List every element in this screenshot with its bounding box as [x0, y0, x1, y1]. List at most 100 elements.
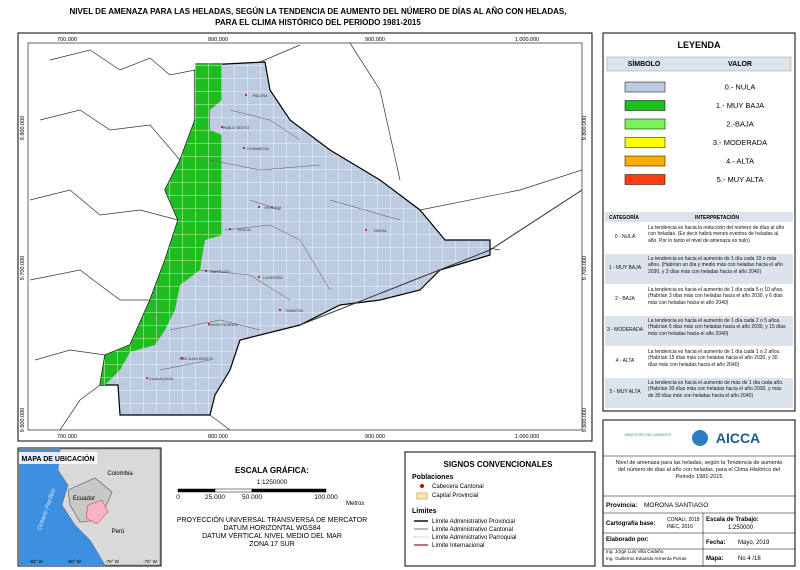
x-coord-label: 800.000 — [208, 434, 228, 440]
interp-category: 4 - ALTA — [615, 358, 635, 364]
interp-row-bg — [605, 254, 793, 284]
lon-label: -82° W — [29, 559, 44, 564]
cabecera-dot — [205, 270, 207, 272]
population-label: Cabecera Cantonal — [432, 484, 484, 490]
field-value: MORONA SANTIAGO — [644, 502, 708, 509]
field-label: Escala de Trabajo: — [706, 517, 759, 523]
legend-swatch — [624, 100, 666, 111]
legend-label: 3.- MODERADA — [713, 138, 767, 147]
limit-label: Límite Administrativo Parroquial — [432, 535, 516, 541]
cabecera-dot — [258, 276, 260, 278]
x-coord-label: 1.000.000 — [515, 37, 539, 43]
cabecera-dot — [229, 228, 231, 230]
limits-heading: Límites — [412, 508, 437, 515]
cabecera-dot — [221, 126, 223, 128]
field-label: Elaborado por: — [606, 537, 649, 543]
location-title: MAPA DE UBICACIÓN — [21, 454, 94, 463]
populations-heading: Poblaciones — [412, 474, 453, 481]
field-value: Ing. Guillermo Eduardo Armenta Porras — [606, 556, 687, 561]
study-area — [85, 499, 109, 525]
symbols-title: SIGNOS CONVENCIONALES — [444, 460, 554, 469]
interp-text: La tendencia es hacia el aumento de 1 dí… — [648, 287, 784, 306]
interp-row-bg — [605, 378, 793, 408]
projection-line: DATUM VERTICAL NIVEL MEDIO DEL MAR — [202, 533, 342, 540]
legend-title: LEYENDA — [677, 40, 721, 50]
interp-row-bg — [605, 223, 793, 253]
scale-segment — [214, 488, 253, 493]
capital-symbol — [416, 492, 428, 500]
canton-boundaries — [159, 109, 401, 371]
place-label: LIMON INDANZA — [208, 323, 238, 327]
cabecera-dot — [365, 229, 367, 231]
x-coord-label: 900.000 — [365, 434, 385, 440]
interp-text: La tendencia es hacia el aumento de 1 dí… — [648, 256, 783, 275]
place-label: SANTIAGO — [210, 270, 230, 274]
field-value: 1:250000 — [728, 525, 754, 531]
limit-label: Límite Administrativo Cantonal — [432, 527, 513, 533]
interp-category: 2 - BAJA — [615, 296, 635, 302]
x-coord-label: 700.000 — [57, 434, 77, 440]
interp-category: 0 - NULA — [614, 234, 636, 240]
field-label: Fecha: — [706, 540, 725, 546]
scale-ratio: 1:1250000 — [257, 479, 288, 486]
legend-header-bg — [606, 56, 792, 72]
interp-row-bg — [605, 347, 793, 377]
map-title: NIVEL DE AMENAZA PARA LAS HELADAS, SEGÚN… — [70, 7, 567, 16]
land — [57, 448, 161, 566]
place-label: SAN JUAN BOSCO — [179, 357, 213, 361]
legend-label: 5.- MUY ALTA — [717, 175, 764, 184]
x-coord-label: 800.000 — [208, 37, 228, 43]
place-label: SUCUA — [237, 228, 251, 232]
cabecera-dot — [181, 357, 183, 359]
legend-swatch — [624, 155, 666, 167]
place-label: TIWINTZA — [285, 309, 303, 313]
location-frame — [17, 447, 162, 567]
interp-text: La tendencia es hacia el aumento de más … — [648, 380, 784, 399]
place-label: HUAMBOYA — [247, 147, 269, 151]
cabecera-dot — [258, 206, 260, 208]
y-coord-label: 9.700.000 — [582, 256, 588, 280]
country-label: Colombia — [107, 471, 133, 477]
legend-header: VALOR — [728, 61, 752, 68]
country-label: Ecuador — [73, 496, 95, 502]
info-frame — [602, 419, 796, 567]
place-label: PALORA — [252, 94, 268, 98]
interp-header: CATEGORÍA — [609, 213, 639, 221]
y-coord-label: 9.800.000 — [582, 116, 588, 140]
legend-label: 0.- NULA — [725, 83, 756, 92]
scale-title: ESCALA GRÁFICA: — [235, 466, 309, 475]
field-value: INEC, 2016 — [667, 524, 693, 530]
y-coord-label: 9.600.000 — [20, 408, 26, 432]
interp-category: 3 - MODERADA — [606, 327, 644, 333]
lon-label: -80° W — [67, 559, 82, 564]
lon-label: -78° W — [105, 559, 120, 564]
aicca-icon — [692, 430, 708, 446]
y-coord-label: 9.700.000 — [20, 256, 26, 280]
interp-text: La tendencia es hacia el aumento de 1 dí… — [648, 318, 786, 337]
x-coord-label: 900.000 — [365, 37, 385, 43]
cabecera-dot — [279, 309, 281, 311]
cabecera-dot — [245, 94, 247, 96]
aicca-logo: AICCA — [716, 430, 760, 446]
ministry-logo: MINISTERIO DEL AMBIENTE — [625, 433, 672, 437]
scale-tick: 100.000 — [314, 494, 338, 501]
cabecera-dot — [146, 377, 148, 379]
map-title: PARA EL CLIMA HISTÓRICO DEL PERIODO 1981… — [215, 18, 421, 27]
field-value: No 4 /18 — [738, 556, 761, 562]
field-value: Ing. Jorge Luis Villa Cedeño — [606, 549, 664, 554]
scale-segment — [251, 488, 327, 493]
interp-text: La tendencia es hacia la reducción del n… — [648, 225, 785, 244]
legend-label: 2.-BAJA — [726, 120, 754, 129]
cabecera-dot — [243, 147, 245, 149]
interp-category: 5 - MUY ALTA — [609, 389, 641, 395]
limit-label: Límite Internacional — [432, 543, 484, 549]
x-coord-label: 700.000 — [57, 37, 77, 43]
projection-line: DATUM HORIZONTAL WGS84 — [223, 525, 320, 532]
legend-label: 4.- ALTA — [726, 157, 754, 166]
country-label: Perú — [112, 529, 125, 535]
projection-line: PROYECCIÓN UNIVERSAL TRANSVERSA DE MERCA… — [177, 515, 367, 524]
field-label: Provincia: — [606, 502, 637, 509]
scale-tick: 25.000 — [205, 494, 225, 501]
legend-header: SÍMBOLO — [628, 59, 661, 68]
